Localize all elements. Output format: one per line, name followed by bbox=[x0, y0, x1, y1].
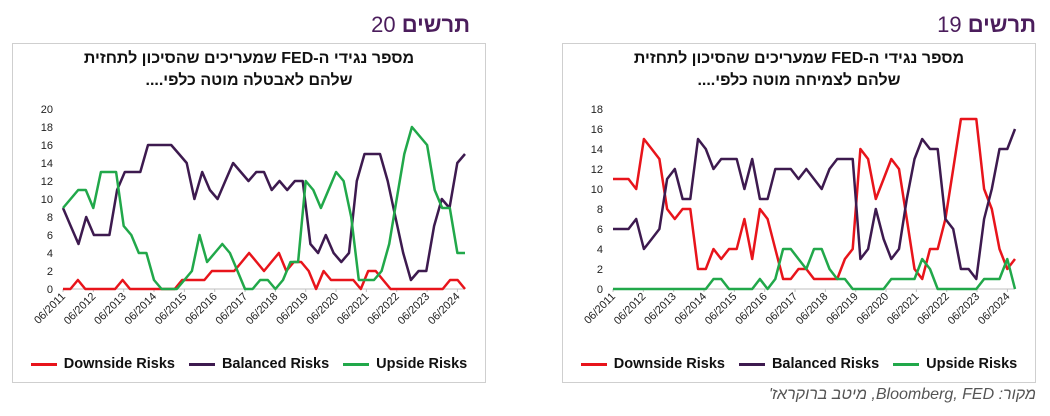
y-tick-label: 8 bbox=[597, 204, 603, 216]
heading-number: 19 bbox=[937, 12, 962, 37]
series-line-upside-risks bbox=[62, 125, 465, 291]
legend: Downside Risks Balanced Risks Upside Ris… bbox=[563, 356, 1035, 372]
x-tick-label: 06/2024 bbox=[976, 291, 1013, 328]
y-tick-label: 14 bbox=[41, 158, 53, 170]
x-tick-label: 06/2017 bbox=[764, 291, 801, 328]
x-tick-label: 06/2015 bbox=[703, 291, 740, 328]
x-tick-label: 06/2011 bbox=[32, 291, 68, 327]
y-tick-label: 10 bbox=[41, 194, 53, 206]
x-tick-label: 06/2013 bbox=[642, 291, 679, 328]
x-tick-label: 06/2020 bbox=[305, 291, 342, 328]
legend-swatch-downside bbox=[580, 362, 607, 366]
x-tick-label: 06/2020 bbox=[855, 291, 892, 328]
x-tick-label: 06/2011 bbox=[582, 291, 618, 327]
legend-swatch-downside bbox=[30, 362, 57, 366]
legend-item-balanced: Balanced Risks bbox=[738, 356, 880, 372]
y-tick-label: 4 bbox=[597, 244, 603, 256]
chart-title-line-2: שלהם לצמיחה מוטה כלפי.... bbox=[697, 72, 901, 89]
y-tick-label: 2 bbox=[597, 264, 603, 276]
y-tick-label: 18 bbox=[41, 122, 53, 134]
legend-swatch-upside bbox=[343, 362, 370, 366]
chart-title-line-2: שלהם לאבטלה מוטה כלפי.... bbox=[145, 72, 353, 89]
y-tick-label: 8 bbox=[47, 212, 53, 224]
x-tick-label: 06/2019 bbox=[274, 291, 311, 328]
y-tick-label: 12 bbox=[591, 164, 603, 176]
legend-swatch-upside bbox=[893, 362, 920, 366]
x-tick-label: 06/2018 bbox=[244, 291, 281, 328]
source-note: מקור: Bloomberg, FED, מיטב ברוקראז' bbox=[768, 386, 1036, 403]
x-tick-label: 06/2018 bbox=[794, 291, 831, 328]
x-tick-label: 06/2021 bbox=[885, 291, 922, 328]
chart-19-heading: תרשים 19 bbox=[937, 12, 1036, 38]
y-tick-label: 10 bbox=[591, 184, 603, 196]
y-tick-label: 16 bbox=[591, 124, 603, 136]
heading-number: 20 bbox=[371, 12, 396, 37]
growth-risk-chart: מספר נגידי ה-FED שמעריכים שהסיכון לתחזית… bbox=[562, 43, 1036, 383]
y-tick-label: 0 bbox=[47, 284, 53, 296]
x-tick-label: 06/2019 bbox=[824, 291, 861, 328]
legend-item-upside: Upside Risks bbox=[893, 356, 1017, 372]
y-tick-label: 12 bbox=[41, 176, 53, 188]
legend-label: Upside Risks bbox=[926, 356, 1018, 372]
legend-item-upside: Upside Risks bbox=[343, 356, 467, 372]
x-tick-label: 06/2016 bbox=[733, 291, 770, 328]
legend-item-balanced: Balanced Risks bbox=[188, 356, 330, 372]
chart-title: מספר נגידי ה-FED שמעריכים שהסיכון לתחזית… bbox=[33, 48, 465, 92]
y-tick-label: 18 bbox=[591, 104, 603, 116]
chart-title-line-1: מספר נגידי ה-FED שמעריכים שהסיכון לתחזית bbox=[83, 50, 415, 67]
legend-label: Balanced Risks bbox=[221, 356, 330, 372]
chart-title: מספר נגידי ה-FED שמעריכים שהסיכון לתחזית… bbox=[583, 48, 1015, 92]
legend-swatch-balanced bbox=[738, 362, 765, 366]
chart-title-line-1: מספר נגידי ה-FED שמעריכים שהסיכון לתחזית bbox=[633, 50, 965, 67]
x-tick-label: 06/2014 bbox=[123, 291, 160, 328]
x-tick-label: 06/2015 bbox=[153, 291, 190, 328]
legend-swatch-balanced bbox=[188, 362, 215, 366]
legend-label: Downside Risks bbox=[63, 356, 175, 372]
x-tick-label: 06/2014 bbox=[673, 291, 710, 328]
series-line-downside-risks bbox=[613, 117, 1016, 281]
plot-area: 02468101214161806/201106/201206/201306/2… bbox=[582, 104, 1017, 328]
heading-word: תרשים bbox=[967, 12, 1036, 37]
y-tick-label: 6 bbox=[47, 230, 53, 242]
series-line-balanced-risks bbox=[61, 143, 466, 282]
legend-label: Downside Risks bbox=[613, 356, 725, 372]
heading-word: תרשים bbox=[401, 12, 470, 37]
y-tick-label: 14 bbox=[591, 144, 603, 156]
x-tick-label: 06/2013 bbox=[92, 291, 129, 328]
unemployment-risk-chart: מספר נגידי ה-FED שמעריכים שהסיכון לתחזית… bbox=[12, 43, 486, 383]
series-line-upside-risks bbox=[613, 247, 1017, 291]
x-tick-label: 06/2016 bbox=[183, 291, 220, 328]
series-line-downside-risks bbox=[63, 251, 466, 291]
y-tick-label: 0 bbox=[597, 284, 603, 296]
legend-item-downside: Downside Risks bbox=[580, 356, 725, 372]
x-tick-label: 06/2023 bbox=[946, 291, 983, 328]
x-tick-label: 06/2023 bbox=[396, 291, 433, 328]
x-tick-label: 06/2021 bbox=[335, 291, 372, 328]
x-tick-label: 06/2017 bbox=[214, 291, 251, 328]
x-tick-label: 06/2024 bbox=[426, 291, 463, 328]
x-tick-label: 06/2012 bbox=[612, 291, 649, 328]
y-tick-label: 20 bbox=[41, 104, 53, 116]
y-tick-label: 6 bbox=[597, 224, 603, 236]
x-tick-label: 06/2022 bbox=[915, 291, 952, 328]
legend: Downside Risks Balanced Risks Upside Ris… bbox=[13, 356, 485, 372]
x-tick-label: 06/2012 bbox=[62, 291, 99, 328]
x-tick-label: 06/2022 bbox=[365, 291, 402, 328]
legend-item-downside: Downside Risks bbox=[30, 356, 175, 372]
legend-label: Balanced Risks bbox=[771, 356, 880, 372]
legend-label: Upside Risks bbox=[376, 356, 468, 372]
y-tick-label: 4 bbox=[47, 248, 53, 260]
plot-area: 0246810121416182006/201106/201206/201306… bbox=[32, 104, 466, 328]
series-line-balanced-risks bbox=[613, 128, 1017, 281]
y-tick-label: 16 bbox=[41, 140, 53, 152]
chart-20-heading: תרשים 20 bbox=[371, 12, 470, 38]
y-tick-label: 2 bbox=[47, 266, 53, 278]
